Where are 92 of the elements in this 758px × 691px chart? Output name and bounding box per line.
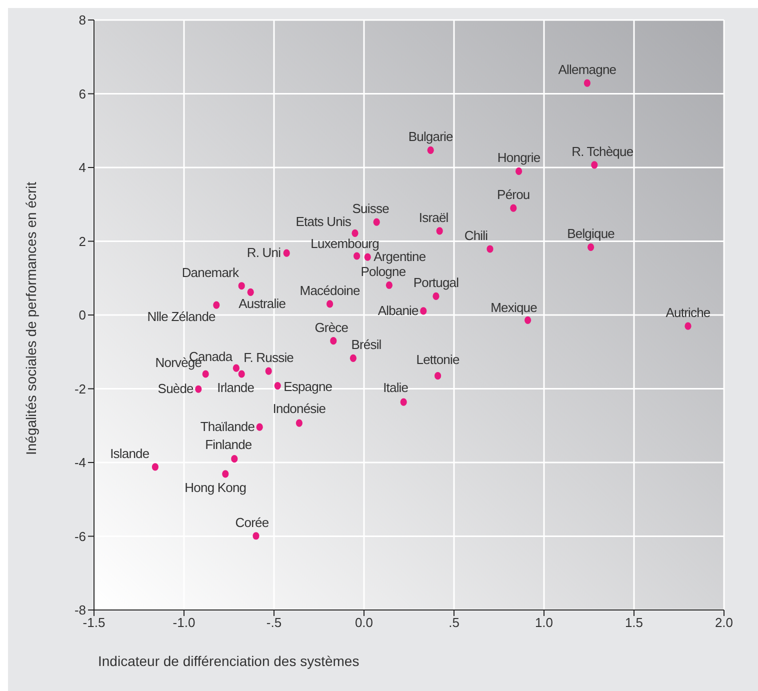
annotation: Grèce	[314, 320, 348, 335]
point	[274, 382, 281, 390]
point	[152, 463, 158, 471]
point	[434, 372, 442, 380]
point	[256, 423, 263, 431]
point	[524, 316, 532, 324]
point	[436, 227, 443, 235]
annotation: Macédoine	[300, 282, 360, 298]
x-tick-label: -1.0	[172, 615, 196, 630]
annotation: Irlande	[217, 380, 254, 395]
annotation: Autriche	[666, 305, 710, 320]
point	[364, 253, 371, 261]
y-tick-label: -4	[74, 455, 86, 470]
point	[350, 354, 356, 362]
annotation: Suède	[158, 381, 194, 396]
y-tick-label: -8	[74, 602, 86, 618]
point	[588, 243, 594, 251]
y-tick-label: -6	[74, 528, 86, 544]
annotation: Lettonie	[416, 352, 460, 367]
point	[231, 455, 238, 463]
x-axis-title: Indicateur de différenciation des systèmes	[98, 653, 360, 669]
annotation: Hong Kong	[184, 480, 246, 495]
y-tick-label: -2	[74, 381, 86, 396]
annotation: Islande	[110, 446, 150, 461]
point	[195, 385, 202, 393]
point	[238, 370, 245, 378]
point	[510, 204, 517, 212]
annotation: F. Russie	[244, 350, 294, 366]
annotation: Albanie	[378, 302, 419, 318]
annotation: Brésil	[351, 337, 382, 352]
x-tick-label: .5	[448, 615, 460, 630]
x-tick-label: -1.5	[82, 615, 106, 630]
point	[516, 167, 522, 175]
point	[238, 282, 245, 290]
point	[283, 249, 290, 257]
y-axis-title: Inégalités sociales de performances en écrit	[22, 182, 39, 455]
annotation: Israël	[418, 210, 449, 225]
point	[486, 245, 494, 253]
point	[427, 146, 434, 154]
annotation: Suisse	[352, 201, 390, 216]
point	[222, 470, 229, 478]
x-tick-label: 2.0	[714, 615, 734, 630]
point	[354, 252, 360, 260]
x-tick-label: 1.0	[534, 615, 554, 630]
point	[584, 79, 590, 87]
point	[232, 364, 240, 372]
point	[386, 281, 392, 289]
x-tick-label: -.5	[266, 615, 282, 630]
point	[591, 161, 598, 169]
y-tick-label: 0	[78, 308, 86, 323]
point	[213, 301, 220, 309]
annotation: Etats Unis	[296, 214, 352, 230]
annotation: Espagne	[284, 378, 332, 394]
annotation: R. Tchèque	[572, 144, 634, 159]
annotation: Indonésie	[272, 401, 326, 416]
annotation: Nlle Zélande	[147, 309, 216, 324]
y-tick-label: 2	[78, 234, 86, 249]
annotation: Chili	[464, 228, 488, 243]
annotation: Mexique	[490, 300, 538, 316]
annotation: Italie	[383, 380, 408, 396]
point	[247, 288, 254, 296]
annotation: Pologne	[360, 264, 406, 280]
point	[684, 322, 692, 330]
point	[432, 292, 440, 300]
point	[420, 307, 427, 315]
point	[326, 300, 334, 308]
point	[296, 419, 302, 427]
x-tick-label: 0.0	[354, 615, 374, 630]
annotation: Allemagne	[558, 62, 616, 78]
point	[265, 367, 272, 375]
annotation: Portugal	[413, 275, 460, 290]
annotation: Australie	[238, 296, 286, 312]
point	[352, 229, 358, 237]
annotation: Bulgarie	[408, 129, 454, 144]
y-tick-label: 8	[78, 12, 86, 28]
point	[252, 532, 260, 540]
annotation: Pérou	[497, 187, 530, 202]
point	[400, 398, 407, 406]
annotation: Luxembourg	[310, 236, 380, 251]
annotation: Corée	[235, 514, 269, 530]
annotation: Thaïlande	[200, 419, 255, 434]
x-tick-label: 1.5	[624, 615, 644, 630]
annotation: R. Uni	[246, 245, 282, 260]
point	[373, 218, 380, 226]
y-tick-label: 4	[78, 160, 86, 176]
annotation: Danemark	[182, 264, 240, 280]
annotation: Finlande	[205, 436, 252, 452]
annotation: Hongrie	[497, 150, 540, 166]
point	[330, 337, 337, 345]
annotation: Belgique	[567, 226, 615, 242]
y-tick-label: 6	[78, 86, 86, 102]
point	[202, 370, 209, 378]
